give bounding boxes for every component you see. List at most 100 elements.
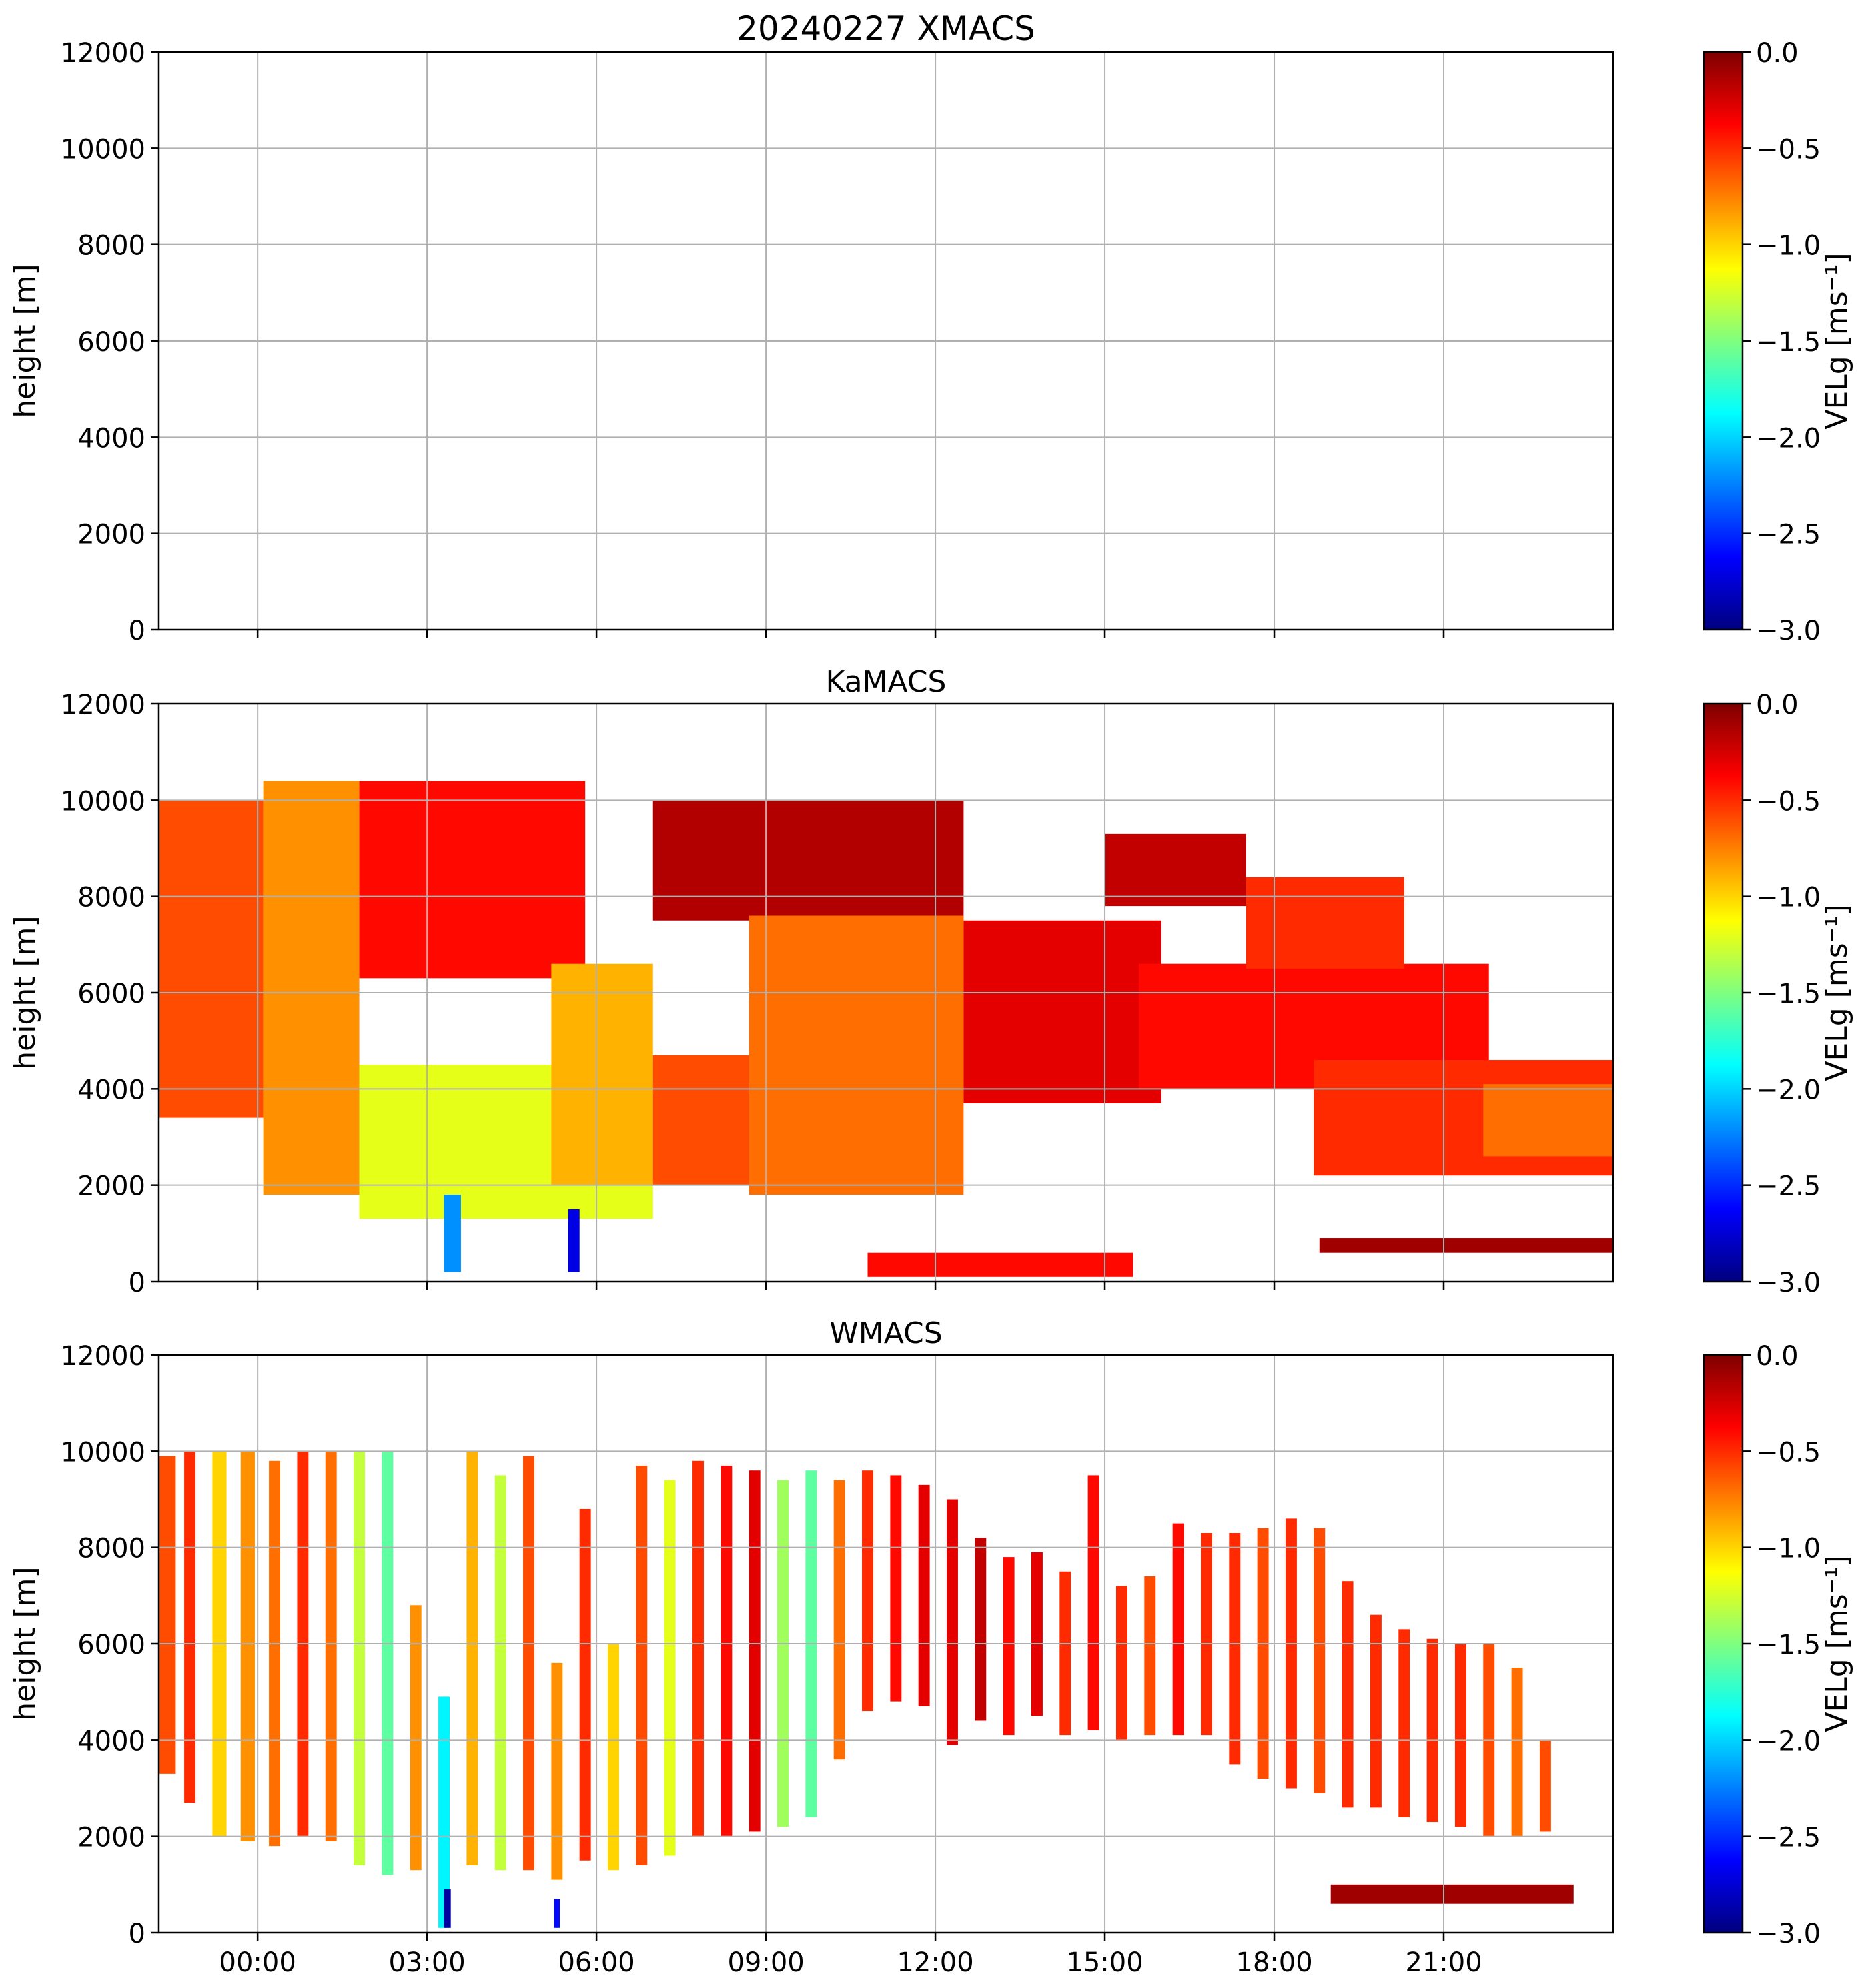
velocity-region xyxy=(568,1209,580,1272)
velocity-region xyxy=(1246,877,1404,969)
colorbar-gradient xyxy=(1703,51,1744,631)
colorbar-tick-label: −3.0 xyxy=(1756,1268,1821,1298)
velocity-region xyxy=(652,1055,749,1185)
velocity-region xyxy=(1426,1638,1438,1823)
y-tick-label: 10000 xyxy=(61,1437,145,1468)
velocity-region xyxy=(947,1499,958,1745)
panel-3: WMACS 0 2000 4000 6000 8000 10000 12000 00:00 03:… xyxy=(8,1316,1854,1978)
y-tick-label: 4000 xyxy=(77,423,145,454)
velocity-region xyxy=(523,1456,534,1871)
panel-title: WMACS xyxy=(829,1316,942,1350)
colorbar-tick-label: −2.5 xyxy=(1756,520,1821,550)
colorbar-tick-label: 0.0 xyxy=(1756,38,1799,69)
velocity-region xyxy=(1398,1629,1410,1817)
colorbar-label: VELg [ms⁻¹] xyxy=(1820,252,1854,429)
velocity-region xyxy=(1115,1586,1127,1741)
y-tick-label: 12000 xyxy=(61,1341,145,1372)
velocity-region xyxy=(975,1538,987,1721)
velocity-region xyxy=(1257,1528,1269,1779)
y-axis-label: height [m] xyxy=(8,1566,42,1720)
colorbar-tick-label: −2.5 xyxy=(1756,1171,1821,1202)
velocity-region xyxy=(1087,1475,1099,1730)
velocity-region xyxy=(749,915,964,1195)
y-tick-label: 0 xyxy=(129,1268,145,1298)
velocity-region xyxy=(1511,1668,1523,1837)
velocity-region xyxy=(721,1465,733,1837)
y-tick-label: 6000 xyxy=(77,1630,145,1660)
x-tick-label: 18:00 xyxy=(1236,1947,1312,1978)
velocity-region xyxy=(963,920,1161,1103)
velocity-region xyxy=(1370,1614,1382,1808)
y-tick-label: 8000 xyxy=(77,1534,145,1564)
velocity-region xyxy=(159,1456,176,1774)
velocity-region xyxy=(1200,1533,1212,1736)
data-layer xyxy=(159,781,1613,1277)
x-tick-label: 06:00 xyxy=(558,1947,634,1978)
velocity-region xyxy=(494,1475,506,1871)
panel-1: 20240227 XMACS 0 2000 4000 6000 8000 10000 1200… xyxy=(8,9,1854,646)
velocity-region xyxy=(1285,1518,1297,1789)
colorbar-tick-label: −0.5 xyxy=(1756,1437,1821,1468)
velocity-region xyxy=(184,1451,196,1803)
velocity-region xyxy=(890,1475,902,1702)
colorbar: 0.0 −0.5 −1.0 −1.5 −2.0 −2.5 −3.0 VELg [ms⁻¹] xyxy=(1703,38,1854,646)
colorbar-tick-label: −2.0 xyxy=(1756,423,1821,454)
velocity-region xyxy=(1229,1533,1241,1765)
velocity-region xyxy=(1031,1552,1043,1716)
velocity-region xyxy=(1105,833,1246,907)
y-tick-label: 0 xyxy=(129,616,145,646)
velocity-region xyxy=(1172,1523,1184,1736)
x-tick-label: 09:00 xyxy=(727,1947,804,1978)
x-tick-label: 15:00 xyxy=(1066,1947,1143,1978)
velocity-region xyxy=(159,800,264,1118)
y-tick-label: 12000 xyxy=(61,690,145,720)
velocity-region xyxy=(554,1899,560,1928)
velocity-region xyxy=(692,1460,704,1837)
velocity-region xyxy=(749,1470,761,1832)
velocity-region xyxy=(862,1470,873,1712)
velocity-region xyxy=(867,1252,1133,1277)
x-tick-label: 03:00 xyxy=(388,1947,465,1978)
data-layer xyxy=(159,1451,1574,1928)
velocity-region xyxy=(1319,1238,1613,1253)
y-tick-label: 4000 xyxy=(77,1075,145,1105)
velocity-region xyxy=(359,781,586,979)
velocity-region xyxy=(382,1451,394,1875)
colorbar-tick-label: −1.5 xyxy=(1756,327,1821,358)
y-tick-label: 2000 xyxy=(77,520,145,550)
colorbar-tick-label: −1.0 xyxy=(1756,231,1821,262)
colorbar-gradient xyxy=(1703,1354,1744,1934)
velocity-region xyxy=(608,1644,619,1871)
colorbar-tick-label: −3.0 xyxy=(1756,616,1821,646)
y-tick-label: 6000 xyxy=(77,979,145,1009)
colorbar: 0.0 −0.5 −1.0 −1.5 −2.0 −2.5 −3.0 VELg [ms⁻¹] xyxy=(1703,1341,1854,1949)
panel-2: KaMACS 0 2000 4000 6000 8000 10000 12000 height … xyxy=(8,665,1854,1298)
velocity-region xyxy=(438,1696,450,1928)
colorbar-gradient xyxy=(1703,702,1744,1283)
colorbar-tick-label: −0.5 xyxy=(1756,134,1821,165)
velocity-region xyxy=(325,1451,337,1841)
velocity-region xyxy=(664,1480,676,1856)
velocity-region xyxy=(1144,1576,1156,1736)
x-tick-label: 21:00 xyxy=(1405,1947,1482,1978)
colorbar-label: VELg [ms⁻¹] xyxy=(1820,904,1854,1081)
y-tick-label: 12000 xyxy=(61,38,145,69)
grid xyxy=(159,52,1613,630)
colorbar-tick-label: −3.0 xyxy=(1756,1919,1821,1949)
velocity-region xyxy=(354,1451,366,1865)
velocity-region xyxy=(444,1195,461,1272)
colorbar-tick-label: 0.0 xyxy=(1756,1341,1799,1372)
y-tick-label: 2000 xyxy=(77,1171,145,1202)
velocity-region xyxy=(1314,1528,1326,1793)
y-tick-label: 6000 xyxy=(77,327,145,358)
velocity-region xyxy=(551,963,653,1185)
y-tick-label: 0 xyxy=(129,1919,145,1949)
velocity-region xyxy=(1483,1084,1613,1157)
velocity-region xyxy=(918,1484,930,1706)
velocity-region xyxy=(636,1465,648,1865)
velocity-region xyxy=(652,800,964,921)
velocity-region xyxy=(551,1662,563,1880)
colorbar-tick-label: −2.5 xyxy=(1756,1823,1821,1853)
y-axis-label: height [m] xyxy=(8,264,42,418)
y-tick-label: 8000 xyxy=(77,231,145,262)
